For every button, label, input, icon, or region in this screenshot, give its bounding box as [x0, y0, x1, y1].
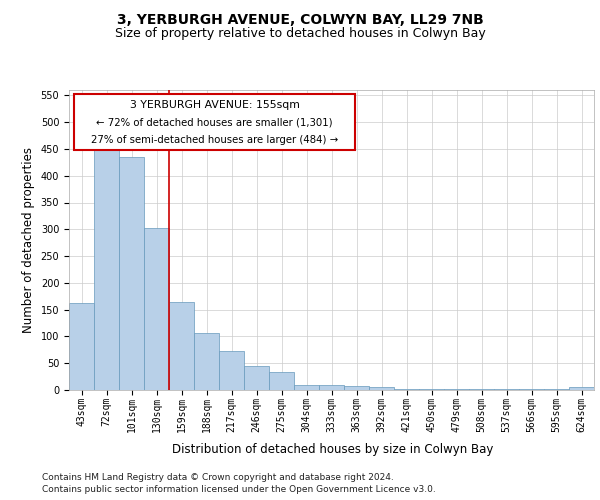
Bar: [419, 389, 444, 390]
Bar: [469, 389, 494, 390]
Bar: [519, 389, 544, 390]
Y-axis label: Number of detached properties: Number of detached properties: [22, 147, 35, 333]
Bar: [394, 389, 419, 390]
Bar: [244, 366, 269, 390]
Bar: [444, 389, 469, 390]
Bar: [94, 149, 119, 390]
Bar: [569, 388, 594, 390]
Text: Size of property relative to detached houses in Colwyn Bay: Size of property relative to detached ho…: [115, 28, 485, 40]
Text: Distribution of detached houses by size in Colwyn Bay: Distribution of detached houses by size …: [172, 442, 494, 456]
FancyBboxPatch shape: [74, 94, 355, 150]
Bar: [219, 351, 244, 390]
Bar: [119, 157, 144, 390]
Bar: [269, 372, 294, 390]
Text: Contains public sector information licensed under the Open Government Licence v3: Contains public sector information licen…: [42, 485, 436, 494]
Bar: [344, 386, 369, 390]
Bar: [369, 388, 394, 390]
Bar: [494, 389, 519, 390]
Bar: [69, 302, 94, 390]
Bar: [169, 302, 194, 390]
Text: 3, YERBURGH AVENUE, COLWYN BAY, LL29 7NB: 3, YERBURGH AVENUE, COLWYN BAY, LL29 7NB: [116, 12, 484, 26]
Text: ← 72% of detached houses are smaller (1,301): ← 72% of detached houses are smaller (1,…: [97, 118, 333, 128]
Text: Contains HM Land Registry data © Crown copyright and database right 2024.: Contains HM Land Registry data © Crown c…: [42, 472, 394, 482]
Bar: [194, 333, 219, 390]
Text: 27% of semi-detached houses are larger (484) →: 27% of semi-detached houses are larger (…: [91, 135, 338, 145]
Bar: [144, 228, 169, 390]
Bar: [544, 389, 569, 390]
Bar: [294, 384, 319, 390]
Bar: [319, 384, 344, 390]
Text: 3 YERBURGH AVENUE: 155sqm: 3 YERBURGH AVENUE: 155sqm: [130, 100, 299, 110]
